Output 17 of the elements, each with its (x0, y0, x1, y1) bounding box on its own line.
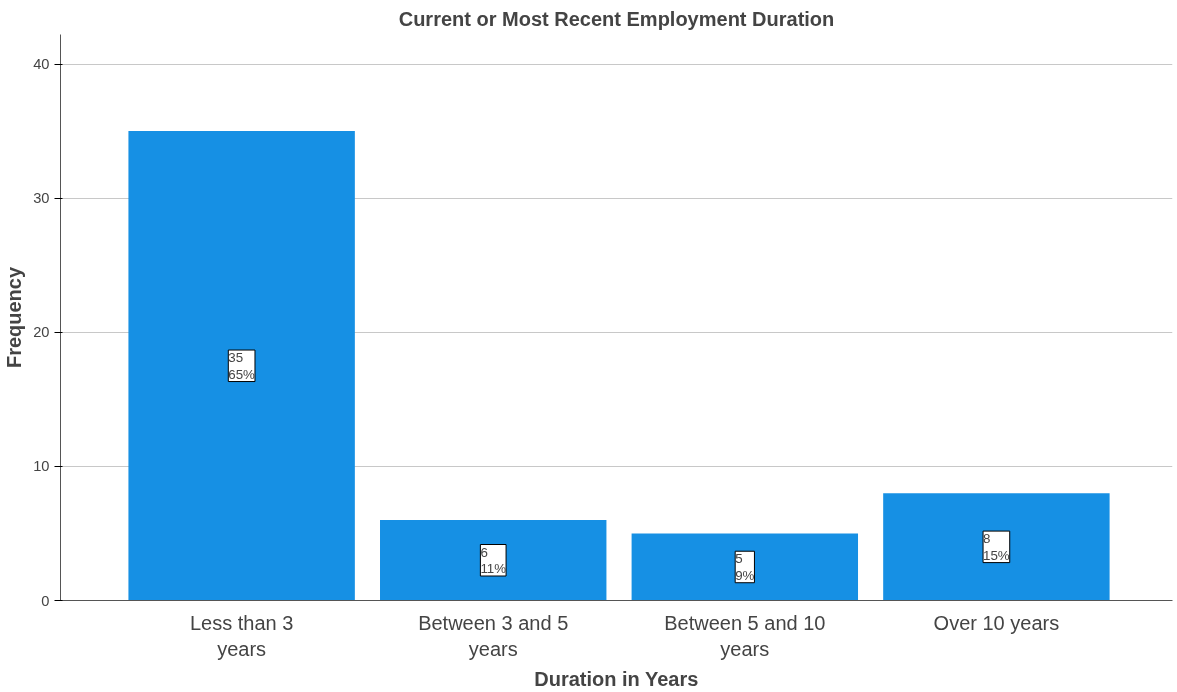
x-tick-label: Less than 3 years (189, 611, 294, 660)
chart-title: Current or Most Recent Employment Duration (398, 7, 835, 30)
x-tick-label: Over 10 years (933, 611, 1060, 634)
y-tick-label: 40 (33, 56, 50, 73)
y-tick-label: 30 (33, 190, 50, 207)
y-tick-label: 0 (41, 592, 50, 609)
x-axis-title: Duration in Years (534, 667, 699, 690)
bar (380, 520, 607, 601)
bar (631, 533, 859, 601)
data-label: 5 9% (735, 551, 755, 583)
x-tick-label: Between 5 and 10 years (664, 611, 826, 660)
y-axis-title: Frequency (3, 266, 26, 369)
x-tick-label: Between 3 and 5 years (418, 611, 569, 660)
y-tick-label: 10 (33, 458, 50, 475)
bar (128, 131, 355, 601)
bar (883, 493, 1110, 601)
y-tick-label: 20 (33, 324, 50, 341)
